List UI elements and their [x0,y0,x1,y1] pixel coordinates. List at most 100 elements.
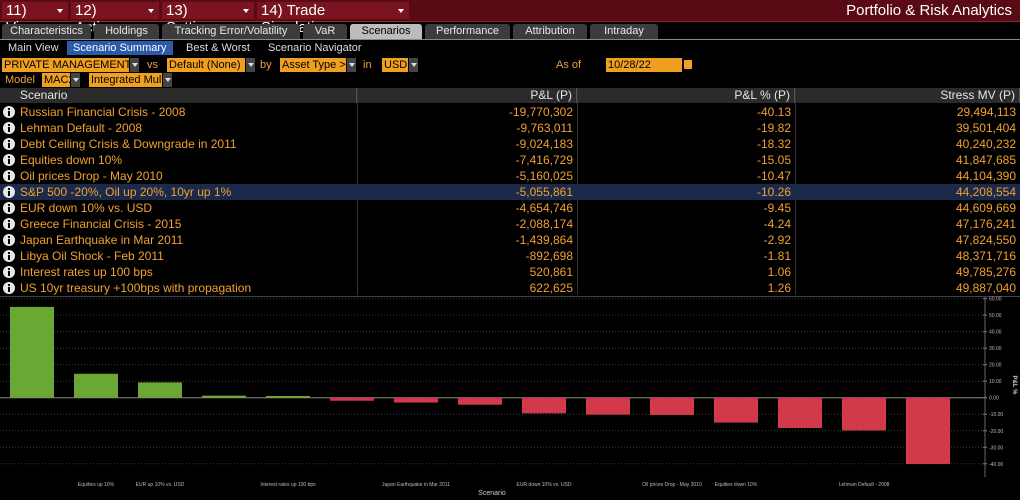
tab[interactable]: VaR [303,24,347,39]
info-icon[interactable] [3,218,15,230]
table-row[interactable]: Japan Earthquake in Mar 2011 -1,439,864 -2… [0,232,1020,248]
info-icon[interactable] [3,122,15,134]
info-dot [8,220,10,222]
info-icon[interactable] [3,106,15,118]
dropdown-arrow [248,63,254,67]
dropdown-field[interactable]: Asset Type > [280,58,346,72]
dropdown-arrow [411,63,417,67]
dropdown-field[interactable]: 10/28/22 [606,58,682,72]
info-icon[interactable] [3,250,15,262]
column-header[interactable]: Stress MV (P) [795,88,1020,103]
table-row[interactable]: Lehman Default - 2008 -9,763,011 -19.82 39,… [0,120,1020,136]
menu-item[interactable]: 13) Settings [162,2,254,36]
info-dot [8,156,10,158]
table-row[interactable]: Debt Ceiling Crisis & Downgrade in 2011 -… [0,136,1020,152]
info-icon[interactable] [3,154,15,166]
table-cell: -7,416,729 [515,153,573,167]
table-cell: 47,824,550 [955,233,1016,247]
table-row[interactable]: US 10yr treasury +100bps with propagatio… [0,280,1020,296]
table-cell: Interest rates up 100 bps [20,265,153,279]
menu-item[interactable]: 14) Trade Simulation [257,2,409,36]
bar [138,382,182,398]
table-cell: Lehman Default - 2008 [20,121,143,135]
control-label: vs [147,59,158,71]
table-row[interactable]: S&P 500 -20%, Oil up 20%, 10yr up 1% -5,0… [0,184,1020,200]
table-row[interactable]: EUR down 10% vs. USD -4,654,746 -9.45 44,60… [0,200,1020,216]
info-stem [8,143,10,148]
info-icon[interactable] [3,266,15,278]
tab[interactable]: Intraday [590,24,658,39]
info-icon[interactable] [3,170,15,182]
x-tick-label: EUR down 10% vs. USD [516,482,571,488]
table-cell: Libya Oil Shock - Feb 2011 [20,249,164,263]
tab[interactable]: Scenarios [350,24,422,39]
menu-item[interactable]: 12) Actions [71,2,159,36]
dropdown-field[interactable]: USD [382,58,408,72]
subtab[interactable]: Best & Worst [186,42,250,54]
dropdown-button[interactable] [409,58,418,72]
tab[interactable]: Performance [425,24,510,39]
info-dot [8,204,10,206]
table-cell: 520,861 [529,265,573,279]
table-cell: 29,494,113 [956,105,1016,119]
info-dot [8,252,10,254]
bar [394,397,438,403]
table-cell: -1.81 [763,249,791,263]
table-row[interactable]: Interest rates up 100 bps 520,861 1.06 49,7… [0,264,1020,280]
dropdown-button[interactable] [71,73,80,87]
table-row[interactable]: Greece Financial Crisis - 2015 -2,088,174… [0,216,1020,232]
dropdown-button[interactable] [130,58,139,72]
table-row[interactable]: Equities down 10% -7,416,729 -15.05 41,847,… [0,152,1020,168]
dropdown-arrow [243,9,249,13]
subtab[interactable]: Scenario Navigator [268,42,362,54]
tab[interactable]: Characteristics [2,24,91,39]
subtab[interactable]: Scenario Summary [67,41,173,55]
table-cell: Greece Financial Crisis - 2015 [20,217,182,231]
table-cell: -1,439,864 [515,233,573,247]
info-dot [8,236,10,238]
dropdown-button[interactable] [163,73,172,87]
chart: -40.00 -30.00 -20.00 -10.00 0.00 10.00 20.00 30… [0,296,1020,497]
table-cell: S&P 500 -20%, Oil up 20%, 10yr up 1% [20,185,232,199]
table-cell: -15.05 [756,153,791,167]
dropdown-arrow [148,9,154,13]
dropdown-field[interactable]: Default (None) [167,58,245,72]
tab[interactable]: Holdings [94,24,159,39]
table-row[interactable]: Oil prices Drop - May 2010 -5,160,025 -10.… [0,168,1020,184]
subtab[interactable]: Main View [8,42,59,54]
dropdown-field[interactable]: MAC2 [42,73,70,87]
info-dot [8,268,10,270]
dropdown-arrow [73,78,79,82]
column-header[interactable]: P&L % (P) [577,88,795,103]
column-header[interactable]: P&L (P) [357,88,577,103]
bar [714,397,758,423]
dropdown-button[interactable] [347,58,356,72]
info-icon[interactable] [3,138,15,150]
table-cell: -9,763,011 [516,121,574,135]
table-row[interactable]: Libya Oil Shock - Feb 2011 -892,698 -1.81 4… [0,248,1020,264]
dropdown-field[interactable]: PRIVATE MANAGEMENT C [2,58,129,72]
bar [650,397,694,416]
control-label: As of [556,59,582,71]
table-cell: Japan Earthquake in Mar 2011 [20,233,184,247]
x-tick-label: Japan Earthquake in Mar 2011 [382,482,450,488]
tab[interactable]: Attribution [513,24,587,39]
column-header[interactable]: Scenario [0,88,357,103]
tab[interactable]: Tracking Error/Volatility [162,24,300,39]
info-icon[interactable] [3,202,15,214]
info-dot [8,172,10,174]
dropdown-field[interactable]: Integrated Mul [89,73,162,87]
dropdown-button[interactable] [246,58,255,72]
info-icon[interactable] [3,234,15,246]
info-dot [8,124,10,126]
calendar-button[interactable] [683,59,693,70]
table-cell: 39,501,404 [955,121,1016,135]
table-cell: US 10yr treasury +100bps with propagatio… [20,281,252,295]
menu-item[interactable]: 11) View [2,2,68,36]
y-tick-label: 50.00 [989,313,1002,319]
x-tick-label: Interest rates up 100 bps [260,482,316,488]
info-icon[interactable] [3,282,15,294]
y-tick-label: 10.00 [989,379,1002,385]
info-icon[interactable] [3,186,15,198]
table-row[interactable]: Russian Financial Crisis - 2008 -19,770,3… [0,104,1020,120]
